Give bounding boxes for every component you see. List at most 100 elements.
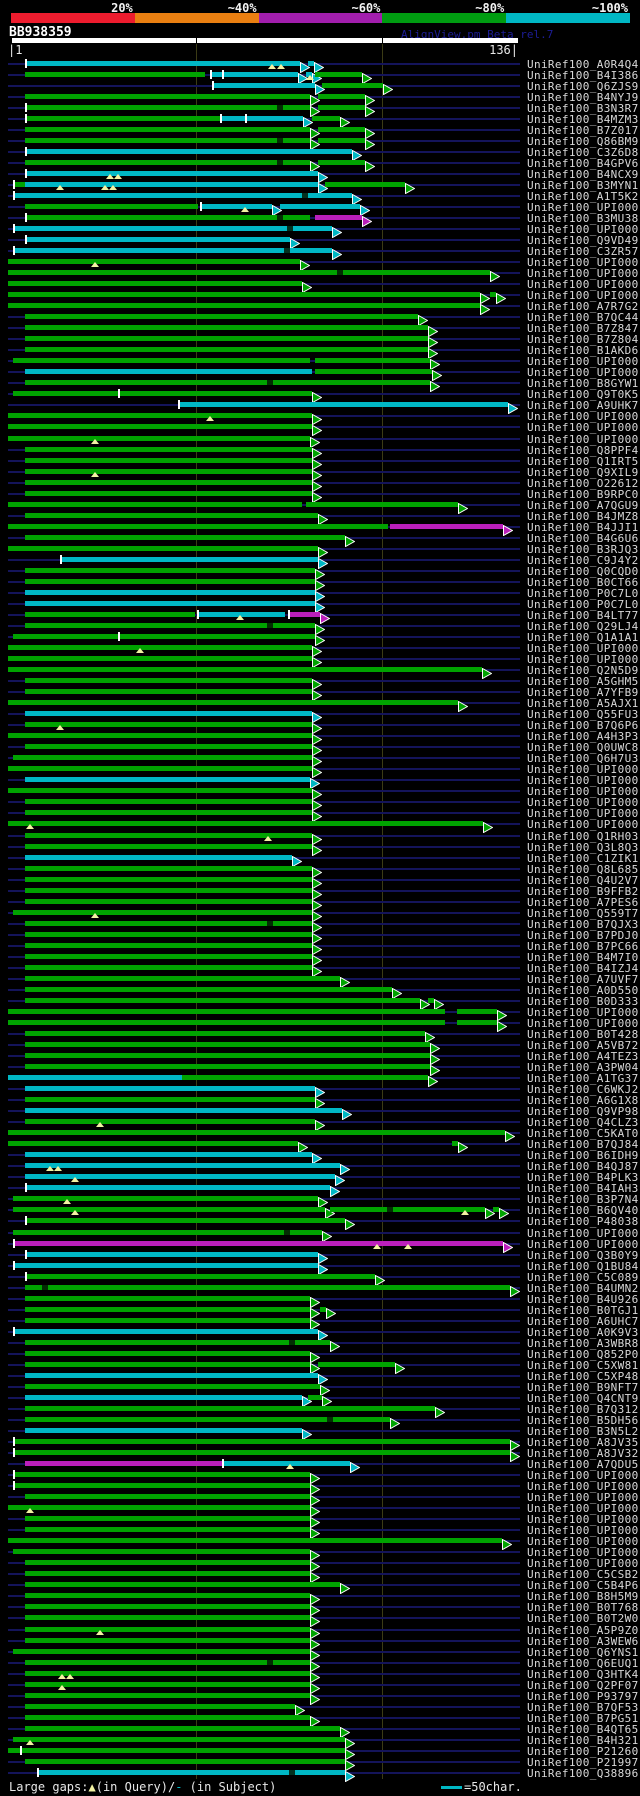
hsp-bar[interactable]	[25, 854, 292, 860]
subject-label[interactable]: UniRef100_B7PDJ0	[527, 928, 639, 942]
subject-label[interactable]: UniRef100_A7R7G2	[527, 300, 639, 314]
hsp-bar[interactable]	[25, 964, 312, 970]
subject-label[interactable]: UniRef100_Q852P0	[527, 1347, 639, 1361]
subject-label[interactable]: UniRef100_Q6H7U3	[527, 752, 639, 766]
subject-label[interactable]: UniRef100_Q8PPF4	[527, 443, 639, 457]
subject-label[interactable]: UniRef100_B7PC66	[527, 939, 639, 953]
hsp-bar[interactable]	[25, 512, 318, 518]
hsp-bar[interactable]	[306, 71, 312, 77]
hsp-bar[interactable]	[25, 170, 318, 176]
hsp-bar[interactable]	[8, 1505, 310, 1511]
subject-label[interactable]: UniRef100_Q1A1A1	[527, 631, 639, 644]
hsp-bar[interactable]	[25, 1604, 310, 1610]
hsp-bar[interactable]	[13, 1483, 310, 1489]
hsp-bar[interactable]	[25, 1273, 375, 1279]
hsp-bar[interactable]	[25, 1571, 310, 1577]
hsp-bar[interactable]	[8, 1075, 182, 1081]
subject-label[interactable]: UniRef100_UPI000..	[527, 1513, 640, 1527]
subject-label[interactable]: UniRef100_A5P9Z0	[527, 1623, 639, 1637]
hsp-bar[interactable]	[325, 181, 405, 187]
subject-label[interactable]: UniRef100_A7UVF7	[527, 972, 639, 986]
subject-label[interactable]: UniRef100_UPI000..	[527, 1546, 640, 1560]
subject-label[interactable]: UniRef100_B3MU38	[527, 211, 639, 225]
hsp-bar[interactable]	[25, 115, 220, 121]
subject-label[interactable]: UniRef100_B0T2W0	[527, 1612, 639, 1626]
hsp-bar[interactable]	[25, 1626, 310, 1632]
hsp-bar[interactable]	[25, 887, 312, 893]
hsp-bar[interactable]	[318, 93, 365, 99]
subject-label[interactable]: UniRef100_P93797	[527, 1689, 639, 1703]
subject-label[interactable]: UniRef100_B4M7I0	[527, 950, 639, 964]
hsp-bar[interactable]	[8, 259, 300, 264]
hsp-bar[interactable]	[490, 292, 496, 298]
subject-label[interactable]: UniRef100_B8H5M9	[527, 1590, 639, 1604]
subject-label[interactable]: UniRef100_B4I386	[527, 68, 639, 82]
hsp-bar[interactable]	[25, 369, 312, 375]
hsp-bar[interactable]	[200, 203, 272, 209]
hsp-bar[interactable]	[280, 203, 360, 209]
subject-label[interactable]: UniRef100_B7QJ84	[527, 1138, 639, 1152]
hsp-bar[interactable]	[428, 997, 434, 1003]
hsp-bar[interactable]	[25, 1119, 315, 1125]
subject-label[interactable]: UniRef100_B7Z847	[527, 322, 639, 336]
subject-label[interactable]: UniRef100_A7YFB9	[527, 686, 639, 700]
subject-label[interactable]: UniRef100_B6QV40	[527, 1204, 639, 1218]
hsp-bar[interactable]	[13, 1439, 510, 1444]
hsp-bar[interactable]	[25, 93, 310, 99]
hsp-bar[interactable]	[25, 1086, 315, 1092]
subject-label[interactable]: UniRef100_P0C7L0	[527, 597, 639, 611]
hsp-bar[interactable]	[25, 1416, 390, 1422]
hsp-bar[interactable]	[25, 810, 312, 816]
subject-label[interactable]: UniRef100_Q8L685	[527, 862, 639, 876]
hsp-bar[interactable]	[8, 501, 302, 507]
hsp-bar[interactable]	[8, 821, 483, 827]
subject-label[interactable]: UniRef100_Q38896	[527, 1766, 639, 1780]
subject-label[interactable]: UniRef100_Q9VP98	[527, 1105, 639, 1119]
subject-label[interactable]: UniRef100_UPI000..	[527, 796, 640, 810]
subject-label[interactable]: UniRef100_A0K9V3	[527, 1325, 639, 1339]
hsp-bar[interactable]	[452, 1141, 458, 1147]
subject-label[interactable]: UniRef100_P21997	[527, 1755, 639, 1769]
hsp-bar[interactable]	[212, 82, 315, 88]
subject-label[interactable]: UniRef100_UPI000..	[527, 785, 640, 799]
subject-label[interactable]: UniRef100_P21260	[527, 1744, 639, 1758]
hsp-bar[interactable]	[212, 71, 298, 77]
subject-label[interactable]: UniRef100_C3ZR57	[527, 245, 639, 258]
subject-label[interactable]: UniRef100_B3N3R7	[527, 101, 639, 115]
subject-label[interactable]: UniRef100_A3WEW6	[527, 1634, 639, 1648]
hsp-bar[interactable]	[25, 1428, 302, 1433]
hsp-bar[interactable]	[25, 126, 310, 132]
subject-label[interactable]: UniRef100_B4UMN2	[527, 1281, 639, 1295]
hsp-bar[interactable]	[8, 1538, 502, 1544]
hsp-bar[interactable]	[25, 490, 312, 496]
hsp-bar[interactable]	[25, 1317, 310, 1323]
hsp-bar[interactable]	[315, 358, 430, 364]
hsp-bar[interactable]	[320, 1306, 326, 1312]
subject-label[interactable]: UniRef100_B7Z804	[527, 333, 639, 347]
subject-label[interactable]: UniRef100_B3RJQ3	[527, 542, 639, 556]
hsp-bar[interactable]	[178, 402, 508, 408]
hsp-bar[interactable]	[25, 479, 312, 485]
subject-label[interactable]: UniRef100_A0R4Q4	[527, 57, 639, 71]
subject-label[interactable]: UniRef100_A6UHC7	[527, 1314, 639, 1328]
subject-label[interactable]: UniRef100_B9NFT7	[527, 1380, 639, 1394]
hsp-bar[interactable]	[25, 236, 290, 242]
hsp-bar[interactable]	[25, 1218, 345, 1224]
hsp-bar[interactable]	[322, 82, 383, 88]
hsp-bar[interactable]	[25, 380, 430, 386]
subject-label[interactable]: UniRef100_B4NCX9	[527, 167, 639, 181]
subject-label[interactable]: UniRef100_B4NYJ9	[527, 90, 639, 104]
subject-label[interactable]: UniRef100_UPI000..	[527, 1491, 640, 1505]
subject-label[interactable]: UniRef100_UPI000..	[527, 1524, 640, 1538]
subject-label[interactable]: UniRef100_UPI000..	[527, 807, 640, 821]
hsp-bar[interactable]	[25, 325, 428, 331]
subject-label[interactable]: UniRef100_Q6EUQ1	[527, 1656, 639, 1670]
hsp-bar[interactable]	[25, 534, 345, 540]
hsp-bar[interactable]	[25, 1670, 310, 1676]
subject-label[interactable]: UniRef100_UPI000..	[527, 642, 640, 655]
hsp-bar[interactable]	[60, 556, 318, 562]
subject-label[interactable]: UniRef100_Q3L8Q3	[527, 840, 639, 854]
hsp-bar[interactable]	[25, 953, 312, 959]
hsp-bar[interactable]	[25, 1681, 310, 1687]
hsp-bar[interactable]	[25, 1394, 302, 1400]
